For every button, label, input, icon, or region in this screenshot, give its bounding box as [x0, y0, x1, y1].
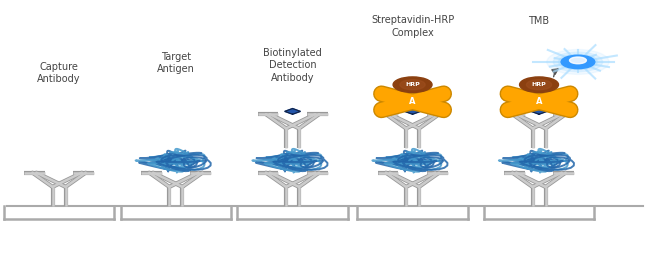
- Polygon shape: [382, 105, 393, 110]
- Polygon shape: [432, 105, 444, 110]
- Text: A: A: [536, 97, 542, 106]
- Circle shape: [519, 77, 558, 93]
- Text: Biotinylated
Detection
Antibody: Biotinylated Detection Antibody: [263, 48, 322, 83]
- Circle shape: [558, 54, 597, 70]
- Circle shape: [393, 77, 432, 93]
- Polygon shape: [508, 94, 520, 99]
- Text: Target
Antigen: Target Antigen: [157, 51, 195, 74]
- Text: HRP: HRP: [405, 82, 420, 87]
- Circle shape: [553, 52, 603, 72]
- Polygon shape: [558, 94, 570, 99]
- Polygon shape: [432, 94, 444, 99]
- Polygon shape: [405, 108, 421, 114]
- Text: Capture
Antibody: Capture Antibody: [37, 62, 81, 84]
- Text: HRP: HRP: [532, 82, 547, 87]
- Circle shape: [547, 49, 609, 74]
- Circle shape: [561, 55, 595, 69]
- Circle shape: [569, 57, 586, 64]
- Text: A: A: [410, 97, 416, 106]
- Circle shape: [526, 80, 552, 90]
- Polygon shape: [285, 108, 300, 114]
- Text: Streptavidin-HRP
Complex: Streptavidin-HRP Complex: [371, 15, 454, 38]
- Text: TMB: TMB: [528, 16, 550, 26]
- Polygon shape: [382, 94, 393, 99]
- Polygon shape: [558, 105, 570, 110]
- Circle shape: [400, 80, 425, 90]
- Polygon shape: [508, 105, 520, 110]
- Polygon shape: [531, 108, 547, 114]
